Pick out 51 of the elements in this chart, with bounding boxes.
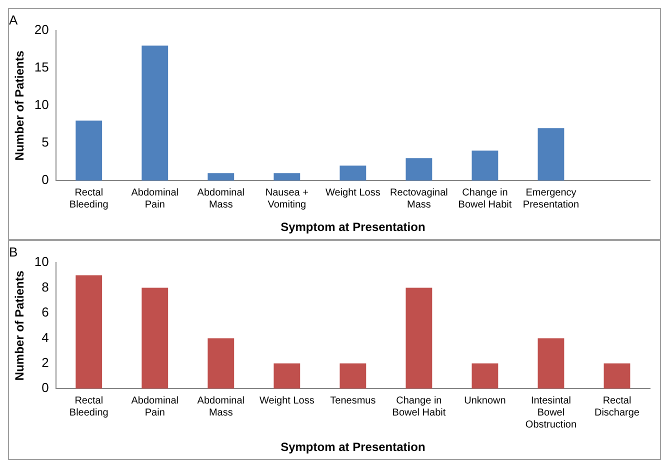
x-tick-label: Emergency Presentation [522,187,580,210]
chart-title: A [9,12,18,28]
bar [340,363,366,389]
y-tick-label: 6 [42,304,49,320]
x-tick-label: Weight Loss [259,395,314,406]
x-tick-label: Abdominal Pain [131,395,179,418]
x-tick-label: Tenesmus [330,395,376,406]
x-tick-label: Rectal Bleeding [69,187,108,210]
y-axis-title: Number of Patients [12,50,27,161]
x-tick-label: Rectal Bleeding [69,395,108,418]
bar [538,338,564,389]
y-tick-label: 0 [42,380,49,396]
x-tick-label: Change in Bowel Habit [392,395,446,418]
y-tick-label: 4 [42,330,49,345]
y-tick-label: 20 [34,22,49,38]
x-tick-label: Rectal Discharge [594,395,640,418]
bar [340,166,366,181]
y-tick-label: 2 [42,354,49,370]
bar [406,158,432,181]
x-tick-label: Weight Loss [326,187,380,198]
y-tick-label: 0 [42,172,49,188]
x-tick-label: Nausea + Vomiting [265,187,309,210]
bar [142,46,168,181]
y-tick-label: 10 [34,254,49,270]
bar [472,150,498,181]
bar [142,288,168,389]
bar [406,288,432,389]
bar [604,363,630,389]
x-tick-label: Abdominal Mass [197,395,245,418]
x-tick-label: Abdominal Pain [131,187,179,210]
x-tick-label: Unknown [464,395,506,406]
bar [538,128,564,181]
bar [76,275,102,389]
x-axis-title: Symptom at Presentation [280,440,426,454]
bar [472,363,498,389]
x-tick-label: Intesintal Bowel Obstruction [525,395,577,430]
chart-title: B [9,244,18,260]
y-tick-label: 8 [42,279,49,294]
x-axis-title: Symptom at Presentation [280,220,426,234]
bar [274,363,300,389]
bar [208,173,234,181]
y-tick-label: 5 [42,134,49,150]
x-tick-label: Rectovaginal Mass [390,187,448,210]
y-tick-label: 15 [34,60,49,75]
y-tick-label: 10 [34,97,49,112]
x-tick-label: Change in Bowel Habit [458,187,512,210]
x-tick-label: Abdominal Mass [197,187,245,210]
bar [208,338,234,389]
y-axis-title: Number of Patients [12,270,27,381]
bar [76,120,102,181]
bar [274,173,300,181]
